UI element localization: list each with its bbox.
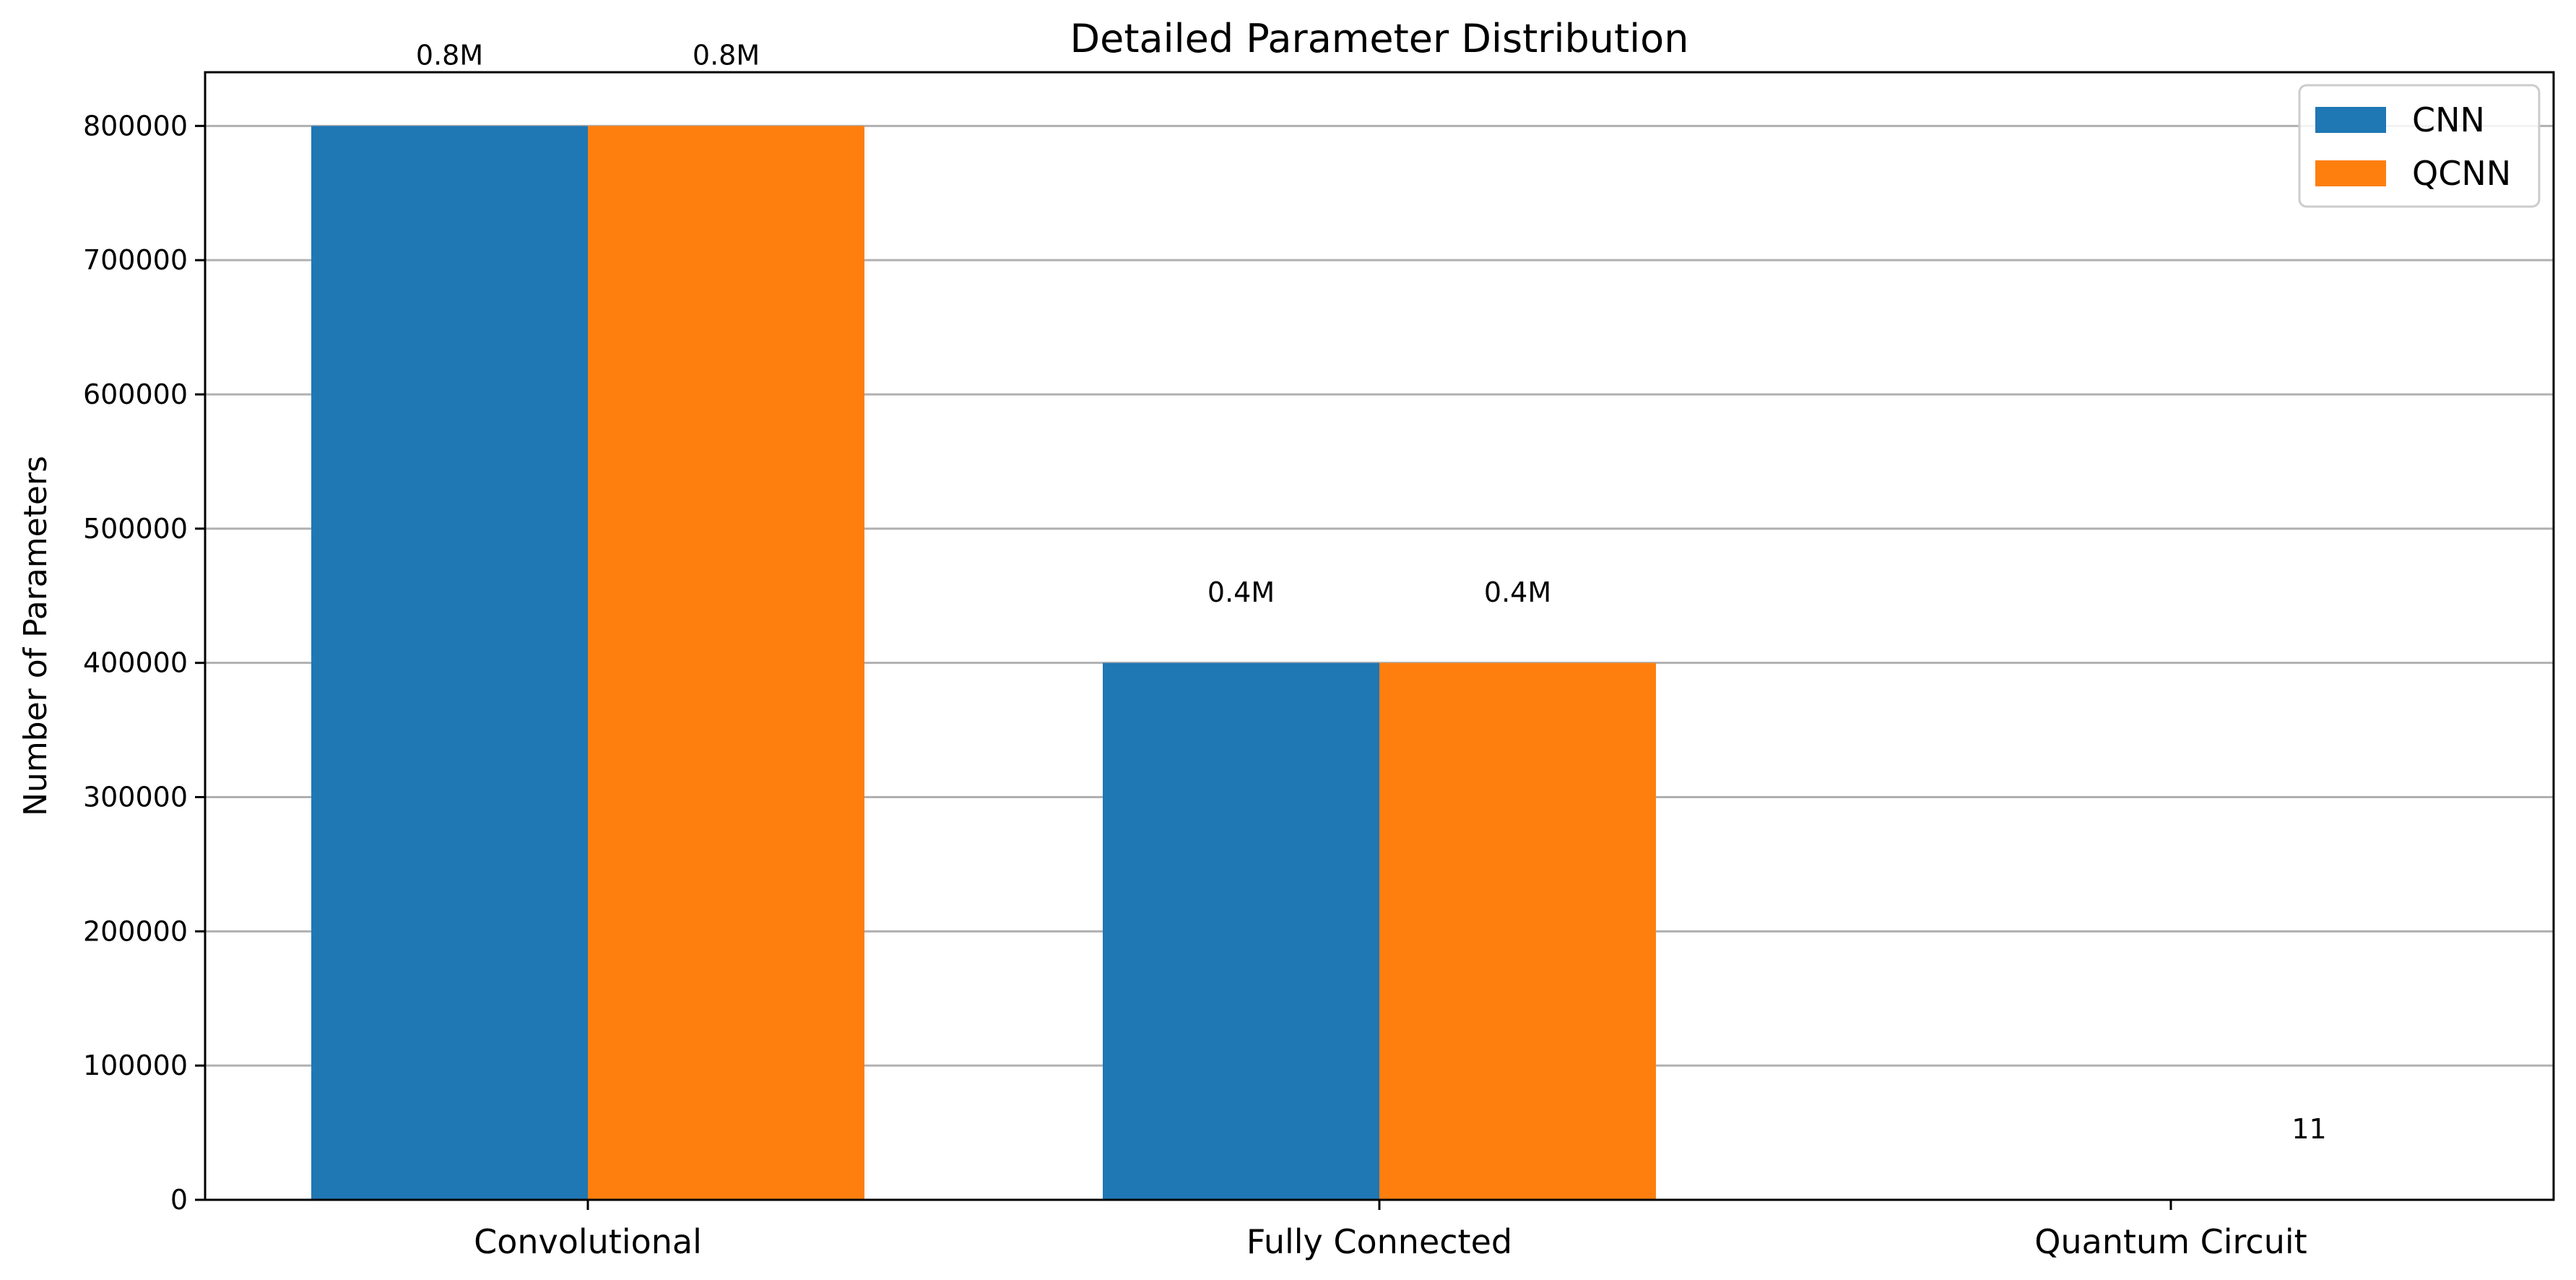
bar-qcnn	[588, 126, 864, 1200]
y-axis-label: Number of Parameters	[17, 456, 54, 816]
legend-label-cnn: CNN	[2412, 100, 2485, 139]
y-tick-label: 200000	[83, 915, 188, 947]
x-tick-label: Fully Connected	[1246, 1222, 1512, 1261]
data-label: 0.8M	[693, 39, 760, 71]
y-tick-label: 500000	[83, 513, 188, 545]
x-tick-label: Convolutional	[474, 1222, 702, 1261]
data-label: 0.4M	[1484, 576, 1551, 608]
y-tick-label: 100000	[83, 1050, 188, 1081]
bar-qcnn	[1379, 663, 1656, 1200]
bar-cnn	[1103, 663, 1379, 1200]
data-label: 11	[2291, 1113, 2326, 1145]
legend: CNN QCNN	[2299, 85, 2539, 207]
data-label: 0.4M	[1207, 576, 1275, 608]
legend-label-qcnn: QCNN	[2412, 154, 2511, 193]
y-tick-label: 800000	[83, 110, 188, 142]
y-tick-label: 0	[170, 1184, 188, 1216]
legend-swatch-qcnn	[2315, 160, 2386, 186]
y-tick-label: 400000	[83, 647, 188, 679]
chart-title: Detailed Parameter Distribution	[1070, 16, 1689, 61]
data-label: 0.8M	[416, 39, 483, 71]
x-tick-label: Quantum Circuit	[2034, 1222, 2307, 1261]
legend-swatch-cnn	[2315, 107, 2386, 133]
y-tick-label: 600000	[83, 379, 188, 410]
bar-cnn	[311, 126, 588, 1200]
y-tick-label: 300000	[83, 782, 188, 813]
y-tick-label: 700000	[83, 244, 188, 276]
